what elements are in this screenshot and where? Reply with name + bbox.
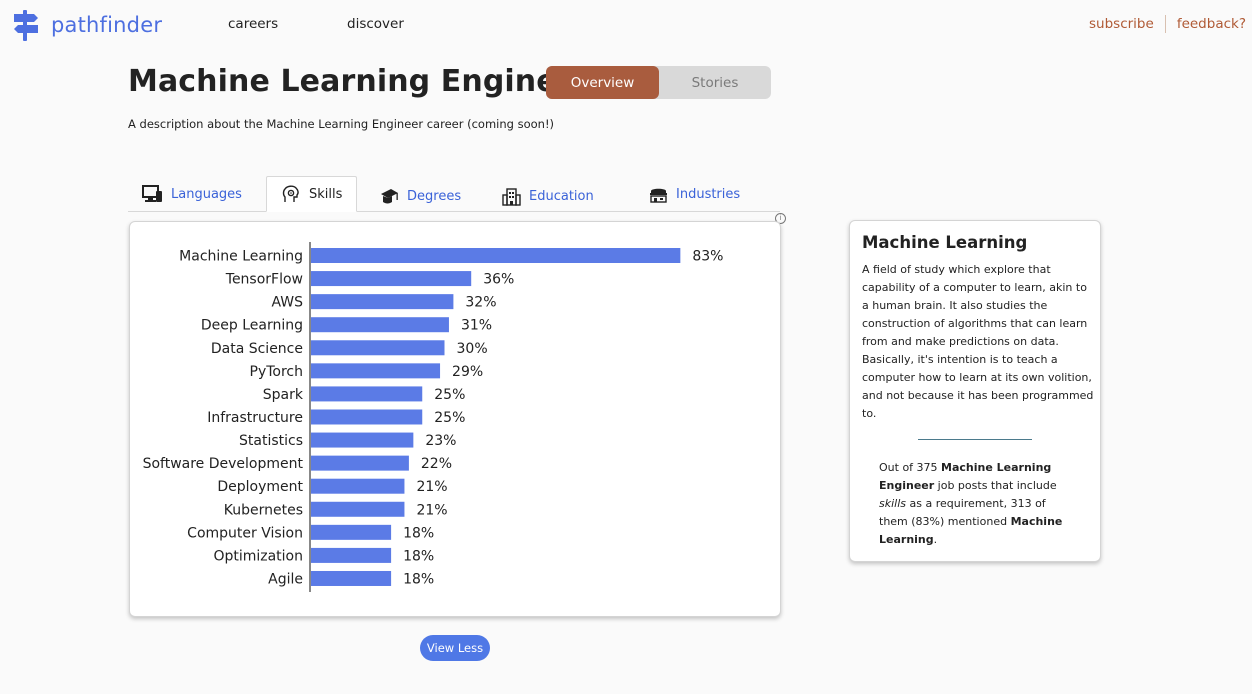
value-label: 32%: [465, 295, 496, 311]
category-label: Deployment: [217, 479, 303, 495]
value-label: 83%: [692, 249, 723, 265]
building-icon: [502, 187, 521, 206]
bar[interactable]: [311, 570, 392, 586]
view-toggle: Overview Stories: [546, 66, 771, 99]
feedback-link[interactable]: feedback?: [1176, 16, 1246, 32]
career-description: A description about the Machine Learning…: [128, 117, 555, 131]
tab-label: Education: [529, 188, 594, 204]
tab-education[interactable]: Education: [502, 178, 594, 214]
category-label: Agile: [268, 571, 303, 587]
value-label: 31%: [461, 318, 492, 334]
bar[interactable]: [311, 455, 409, 471]
value-label: 30%: [457, 341, 488, 357]
computer-icon: [142, 185, 162, 202]
tab-skills[interactable]: Skills: [266, 176, 358, 212]
value-label: 18%: [403, 571, 434, 587]
category-label: Statistics: [239, 433, 303, 449]
top-navigation: pathfinder careers discover subscribe fe…: [0, 0, 1252, 48]
value-label: 29%: [452, 364, 483, 380]
bar[interactable]: [311, 248, 681, 263]
value-label: 25%: [434, 410, 465, 426]
value-label: 21%: [416, 502, 447, 518]
nav-careers[interactable]: careers: [228, 16, 279, 32]
brain-gear-icon: [282, 185, 299, 202]
bar[interactable]: [311, 386, 423, 402]
tab-degrees[interactable]: Degrees: [380, 178, 461, 214]
tab-label: Industries: [676, 186, 741, 202]
skill-detail-card: Machine Learning A field of study which …: [849, 220, 1101, 562]
value-label: 23%: [425, 433, 456, 449]
bar[interactable]: [311, 547, 392, 563]
stories-button[interactable]: Stories: [691, 74, 739, 91]
tab-industries[interactable]: Industries: [649, 176, 740, 212]
skill-stat-text: Out of 375 Machine Learning Engineer job…: [879, 461, 1063, 546]
category-label: Infrastructure: [207, 410, 303, 426]
category-label: Kubernetes: [224, 502, 303, 518]
subscribe-link[interactable]: subscribe: [1089, 16, 1154, 32]
signpost-icon: [14, 10, 38, 41]
info-icon[interactable]: i: [775, 213, 786, 224]
bar[interactable]: [311, 501, 405, 517]
tab-label: Degrees: [407, 188, 462, 204]
bar[interactable]: [311, 478, 405, 494]
category-label: Deep Learning: [201, 318, 303, 334]
bar[interactable]: [311, 317, 449, 333]
category-label: Data Science: [211, 341, 303, 357]
category-label: AWS: [271, 295, 303, 311]
category-label: Machine Learning: [179, 249, 303, 265]
graduation-cap-icon: [381, 189, 398, 204]
value-label: 22%: [421, 456, 452, 472]
bar[interactable]: [311, 294, 454, 310]
tab-label: Skills: [309, 186, 343, 202]
skill-title: Machine Learning: [862, 233, 1028, 252]
value-label: 18%: [403, 548, 434, 564]
logo-text: pathfinder: [51, 13, 163, 37]
bar[interactable]: [311, 409, 423, 425]
tab-label: Languages: [171, 186, 242, 202]
category-label: TensorFlow: [225, 272, 303, 288]
nav-discover[interactable]: discover: [347, 16, 404, 32]
card-divider: [918, 439, 1032, 440]
value-label: 25%: [434, 387, 465, 403]
bar[interactable]: [311, 432, 414, 448]
value-label: 18%: [403, 525, 434, 541]
value-label: 36%: [483, 272, 514, 288]
category-tabs: Languages Skills Degrees Education: [128, 176, 780, 212]
skills-chart-card: Machine Learning 83% TensorFlow 36% AWS 32% De…: [129, 221, 781, 617]
category-label: Optimization: [213, 548, 303, 564]
category-label: Spark: [263, 387, 304, 403]
bar[interactable]: [311, 363, 441, 379]
overview-button[interactable]: Overview: [546, 66, 659, 99]
skill-description: A field of study which explore that capa…: [862, 263, 1094, 420]
tab-languages[interactable]: Languages: [142, 176, 242, 212]
header-right-links: subscribe feedback?: [1089, 15, 1246, 33]
logo[interactable]: pathfinder: [12, 8, 162, 42]
category-label: PyTorch: [250, 364, 303, 380]
skills-bar-chart: Machine Learning 83% TensorFlow 36% AWS 32% De…: [143, 242, 723, 592]
page-title: Machine Learning Engineer: [128, 64, 593, 99]
category-label: Computer Vision: [187, 525, 303, 541]
view-less-button[interactable]: View Less: [420, 635, 490, 661]
value-label: 21%: [416, 479, 447, 495]
bar[interactable]: [311, 524, 392, 540]
bar[interactable]: [311, 340, 445, 356]
header-divider: [1164, 15, 1166, 33]
bar[interactable]: [311, 271, 472, 287]
category-label: Software Development: [143, 456, 304, 472]
factory-icon: [650, 188, 667, 203]
